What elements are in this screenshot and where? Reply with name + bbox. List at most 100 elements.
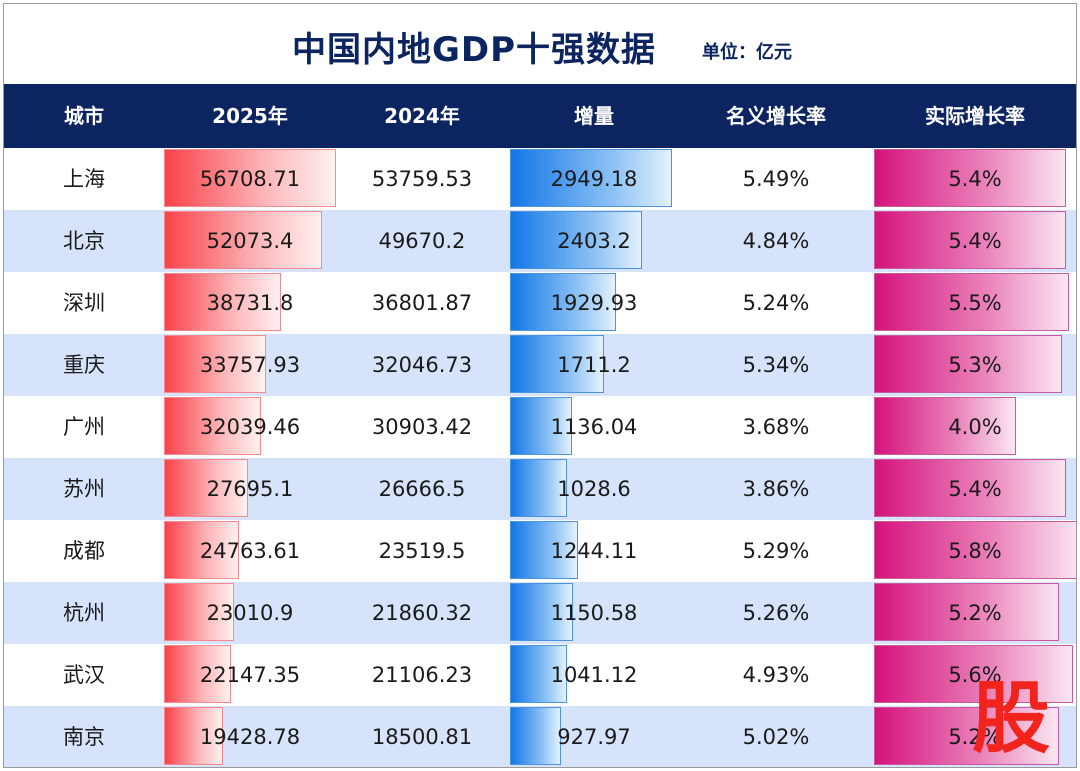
nominal-growth-value: 4.93% <box>742 663 810 687</box>
gdp-2025-data-bar <box>164 583 234 641</box>
real-growth-data-bar <box>874 459 1066 517</box>
increase-value: 1929.93 <box>550 291 638 315</box>
city-name: 广州 <box>63 415 105 439</box>
real-growth-data-bar <box>874 211 1066 269</box>
increase-data-bar <box>510 521 578 579</box>
increase-value: 927.97 <box>557 725 631 749</box>
increase-data-bar <box>510 645 567 703</box>
city-name: 杭州 <box>63 601 105 625</box>
real-growth-value: 5.4% <box>948 229 1002 253</box>
gdp-2025-value: 38731.8 <box>206 291 294 315</box>
nominal-growth-value: 5.02% <box>742 725 810 749</box>
city-name: 成都 <box>63 539 105 563</box>
gdp-2024-value: 21106.23 <box>371 663 473 687</box>
increase-value: 2949.18 <box>550 167 638 191</box>
real-growth-value: 5.2% <box>948 601 1002 625</box>
table-row: 武汉 22147.35 21106.23 1041.12 4.93% 5.6% <box>4 644 1076 706</box>
watermark-logo: 股 <box>972 674 1051 764</box>
gdp-2025-value: 52073.4 <box>206 229 294 253</box>
nominal-growth-value: 3.86% <box>742 477 810 501</box>
header-gdp-2025: 2025年 <box>212 104 288 128</box>
table-header: 城市 2025年 2024年 增量 名义增长率 实际增长率 <box>4 84 1076 148</box>
real-growth-data-bar <box>874 521 1076 579</box>
gdp-2025-value: 56708.71 <box>199 167 301 191</box>
gdp-2024-value: 26666.5 <box>378 477 466 501</box>
increase-data-bar <box>510 273 616 331</box>
nominal-growth-value: 4.84% <box>742 229 810 253</box>
nominal-growth-value: 3.68% <box>742 415 810 439</box>
real-growth-value: 4.0% <box>948 415 1002 439</box>
real-growth-value: 5.2% <box>948 725 1002 749</box>
gdp-2024-value: 49670.2 <box>378 229 466 253</box>
real-growth-value: 5.5% <box>948 291 1002 315</box>
table-row: 重庆 33757.93 32046.73 1711.2 5.34% 5.3% <box>4 334 1076 396</box>
gdp-2025-value: 19428.78 <box>199 725 301 749</box>
city-name: 北京 <box>63 229 105 253</box>
increase-value: 1028.6 <box>557 477 631 501</box>
gdp-2025-data-bar <box>164 149 336 207</box>
nominal-growth-value: 5.24% <box>742 291 810 315</box>
gdp-2025-data-bar <box>164 397 261 455</box>
gdp-2024-value: 23519.5 <box>378 539 466 563</box>
real-growth-value: 5.8% <box>948 539 1002 563</box>
gdp-2025-data-bar <box>164 645 231 703</box>
city-name: 武汉 <box>63 663 105 687</box>
header-real-growth: 实际增长率 <box>925 104 1025 128</box>
gdp-2024-value: 18500.81 <box>371 725 473 749</box>
increase-value: 2403.2 <box>557 229 631 253</box>
increase-data-bar <box>510 583 573 641</box>
gdp-table-frame: 中国内地GDP十强数据 单位：亿元 城市 2025年 2024年 增量 名义增长… <box>3 3 1077 768</box>
real-growth-data-bar <box>874 707 1059 765</box>
real-growth-data-bar <box>874 149 1066 207</box>
nominal-growth-value: 5.49% <box>742 167 810 191</box>
real-growth-value: 5.3% <box>948 353 1002 377</box>
increase-data-bar <box>510 335 604 393</box>
gdp-2025-value: 27695.1 <box>206 477 294 501</box>
table-row: 深圳 38731.8 36801.87 1929.93 5.24% 5.5% <box>4 272 1076 334</box>
real-growth-data-bar <box>874 335 1062 393</box>
real-growth-data-bar <box>874 273 1069 331</box>
city-name: 上海 <box>63 167 105 191</box>
unit-label: 单位：亿元 <box>702 42 792 63</box>
header-increase: 增量 <box>574 104 614 128</box>
nominal-growth-value: 5.29% <box>742 539 810 563</box>
header-nominal-growth: 名义增长率 <box>726 104 826 128</box>
real-growth-data-bar <box>874 583 1059 641</box>
gdp-2024-value: 32046.73 <box>371 353 473 377</box>
city-name: 苏州 <box>63 477 105 501</box>
increase-value: 1041.12 <box>550 663 638 687</box>
increase-value: 1136.04 <box>550 415 638 439</box>
increase-data-bar <box>510 459 567 517</box>
real-growth-value: 5.6% <box>948 663 1002 687</box>
title-bar: 中国内地GDP十强数据 单位：亿元 <box>4 4 1076 84</box>
gdp-2024-value: 53759.53 <box>371 167 473 191</box>
real-growth-data-bar <box>874 645 1073 703</box>
table-row: 苏州 27695.1 26666.5 1028.6 3.86% 5.4% <box>4 458 1076 520</box>
real-growth-value: 5.4% <box>948 477 1002 501</box>
increase-data-bar <box>510 149 672 207</box>
table-row: 南京 19428.78 18500.81 927.97 5.02% 5.2% <box>4 706 1076 767</box>
table-row: 成都 24763.61 23519.5 1244.11 5.29% 5.8% <box>4 520 1076 582</box>
increase-value: 1244.11 <box>550 539 638 563</box>
gdp-2025-data-bar <box>164 273 281 331</box>
table-row: 广州 32039.46 30903.42 1136.04 3.68% 4.0% <box>4 396 1076 458</box>
nominal-growth-value: 5.34% <box>742 353 810 377</box>
nominal-growth-value: 5.26% <box>742 601 810 625</box>
gdp-2024-value: 21860.32 <box>371 601 473 625</box>
gdp-2025-data-bar <box>164 707 223 765</box>
gdp-2025-value: 24763.61 <box>199 539 301 563</box>
gdp-2025-data-bar <box>164 459 248 517</box>
increase-value: 1150.58 <box>550 601 638 625</box>
table-row: 上海 56708.71 53759.53 2949.18 5.49% 5.4% <box>4 148 1076 210</box>
real-growth-value: 5.4% <box>948 167 1002 191</box>
header-gdp-2024: 2024年 <box>384 104 460 128</box>
table-row: 北京 52073.4 49670.2 2403.2 4.84% 5.4% <box>4 210 1076 272</box>
gdp-2024-value: 30903.42 <box>371 415 473 439</box>
real-growth-data-bar <box>874 397 1016 455</box>
city-name: 重庆 <box>63 353 105 377</box>
gdp-2025-data-bar <box>164 521 239 579</box>
gdp-2025-value: 32039.46 <box>199 415 301 439</box>
gdp-2025-value: 23010.9 <box>206 601 294 625</box>
table-row: 杭州 23010.9 21860.32 1150.58 5.26% 5.2% <box>4 582 1076 644</box>
gdp-2025-value: 33757.93 <box>199 353 301 377</box>
